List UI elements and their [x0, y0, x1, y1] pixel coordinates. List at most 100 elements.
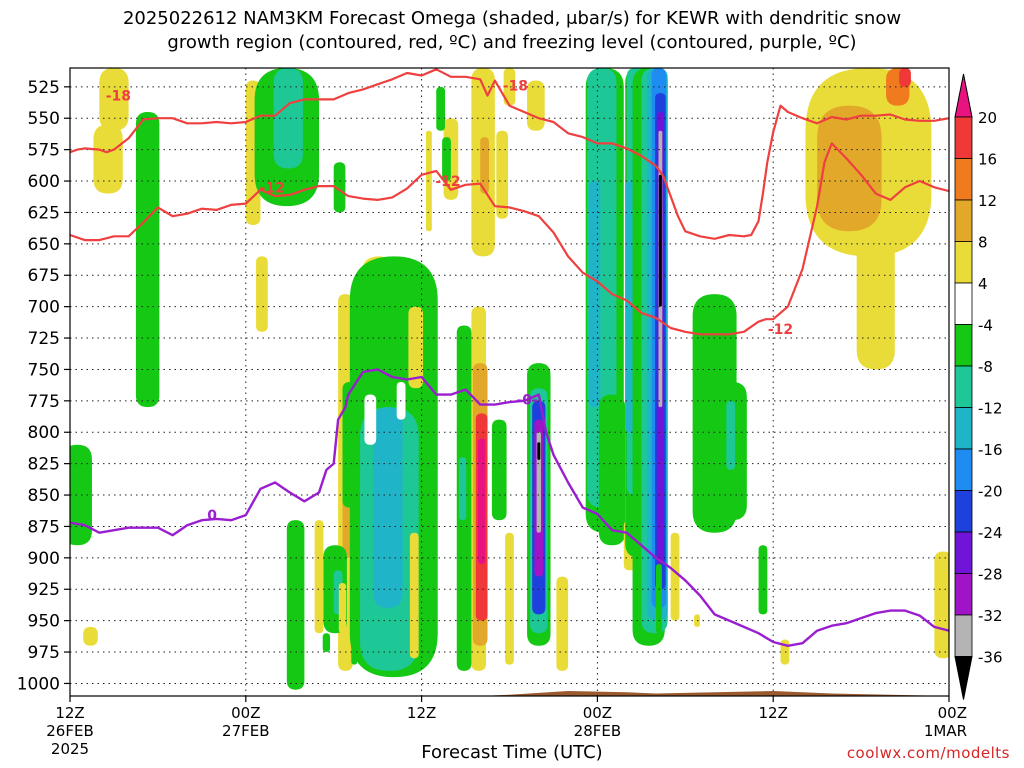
y-tick-label-975: 975: [28, 643, 60, 663]
x-tick-label-0-3: 2025: [51, 740, 89, 758]
colorbar-label-0: 20: [978, 109, 997, 127]
x-tick-label-3-1: 00Z: [583, 704, 612, 722]
y-tick-label-550: 550: [28, 109, 60, 129]
omega-region-79: [817, 105, 882, 232]
omega-shading: [70, 68, 949, 690]
colorbar-label-5: -4: [978, 317, 993, 335]
contour-label-1: -18: [503, 79, 528, 95]
colorbar-bottom-arrow: [954, 656, 973, 700]
omega-region-43: [503, 68, 516, 106]
colorbar-label-6: -8: [978, 358, 993, 376]
colorbar-bin-7: [954, 365, 973, 408]
omega-region-6: [256, 256, 268, 332]
colorbar: 20 16 12 8 4 -4 -8 -12 -16 -20 -24 -28 -32 -36: [954, 73, 1003, 700]
y-tick-label-850: 850: [28, 486, 60, 506]
omega-region-19: [338, 582, 347, 634]
y-tick-label-600: 600: [28, 172, 60, 192]
omega-region-36: [478, 438, 486, 565]
omega-region-81: [899, 68, 911, 87]
colorbar-bin-1: [954, 116, 973, 159]
x-tick-label-5-1: 00Z: [938, 704, 967, 722]
freezing-level-line: [70, 368, 949, 647]
omega-region-3: [70, 444, 92, 546]
y-tick-label-575: 575: [28, 141, 60, 161]
omega-region-0: [99, 68, 129, 131]
x-tick-label-1-1: 00Z: [231, 704, 260, 722]
contour-lines: [70, 68, 949, 647]
omega-region-75: [758, 545, 768, 615]
colorbar-label-12: -32: [978, 607, 1003, 625]
colorbar-label-1: 16: [978, 151, 997, 169]
omega-region-82: [934, 551, 949, 659]
colorbar-label-7: -12: [978, 400, 1003, 418]
y-tick-label-725: 725: [28, 329, 60, 349]
x-tick-label-4-1: 12Z: [759, 704, 788, 722]
colorbar-bin-5: [954, 282, 973, 325]
omega-region-18: [314, 520, 324, 634]
omega-region-32: [442, 137, 451, 182]
omega-region-42: [491, 419, 507, 521]
omega-region-68: [658, 174, 662, 307]
y-tick-label-800: 800: [28, 423, 60, 443]
contour-labels: -18 -18 -12 -12 -12 0 -0-: [106, 79, 793, 525]
terrain-area: [70, 690, 949, 696]
omega-region-28: [409, 532, 419, 659]
y-tick-label-900: 900: [28, 549, 60, 569]
colorbar-label-11: -28: [978, 566, 1003, 584]
contour-label-5: 0: [207, 508, 217, 524]
omega-region-14: [286, 520, 305, 690]
contour-label-4: -12: [768, 322, 793, 338]
contour-label-6: -0-: [516, 393, 538, 409]
colorbar-bin-11: [954, 531, 973, 574]
x-tick-label-3-2: 28FEB: [574, 722, 621, 740]
omega-region-51: [537, 442, 541, 460]
chart-title-line-2: growth region (contoured, red, ºC) and f…: [167, 32, 857, 53]
y-tick-label-650: 650: [28, 235, 60, 255]
y-axis: 525 550 575 600 625 650 675 700 725 750 775 800 825 8…: [17, 78, 70, 694]
y-tick-label-775: 775: [28, 392, 60, 412]
isotherm-minus18: [70, 68, 949, 240]
omega-region-73: [726, 400, 736, 470]
omega-region-41: [496, 130, 509, 219]
colorbar-bin-10: [954, 490, 973, 533]
omega-region-1: [93, 124, 123, 194]
colorbar-bin-8: [954, 407, 973, 450]
chart-title-line-1: 2025022612 NAM3KM Forecast Omega (shaded…: [122, 8, 902, 29]
x-tick-label-2-1: 12Z: [407, 704, 436, 722]
y-tick-label-875: 875: [28, 517, 60, 537]
colorbar-bin-4: [954, 241, 973, 284]
omega-region-52: [556, 576, 569, 671]
omega-region-25: [364, 394, 377, 445]
x-tick-label-0-2: 26FEB: [46, 722, 93, 740]
colorbar-bin-13: [954, 614, 973, 657]
colorbar-label-8: -16: [978, 441, 1003, 459]
omega-region-69: [656, 564, 662, 634]
colorbar-top-arrow: [954, 73, 973, 118]
omega-region-45: [527, 80, 545, 131]
credit-link[interactable]: coolwx.com/modelts: [846, 744, 1010, 762]
y-tick-label-950: 950: [28, 612, 60, 632]
omega-region-8: [273, 68, 303, 169]
omega-region-44: [505, 532, 514, 665]
y-tick-label-700: 700: [28, 298, 60, 318]
isotherm-minus12: [70, 142, 949, 336]
y-tick-label-525: 525: [28, 78, 60, 98]
colorbar-label-13: -36: [978, 649, 1003, 667]
omega-region-9: [333, 162, 346, 213]
omega-region-24: [373, 407, 403, 609]
omega-region-55: [588, 181, 601, 408]
colorbar-label-9: -20: [978, 483, 1003, 501]
omega-region-17: [322, 633, 331, 653]
contour-label-0: -18: [106, 89, 131, 105]
omega-region-2: [135, 111, 160, 408]
contour-label-2: -12: [260, 180, 285, 196]
y-tick-label-925: 925: [28, 580, 60, 600]
x-tick-label-0-1: 12Z: [55, 704, 84, 722]
plot-frame: [69, 67, 950, 697]
colorbar-bin-2: [954, 158, 973, 201]
colorbar-bin-3: [954, 199, 973, 242]
y-tick-label-675: 675: [28, 266, 60, 286]
omega-region-70: [670, 532, 680, 621]
